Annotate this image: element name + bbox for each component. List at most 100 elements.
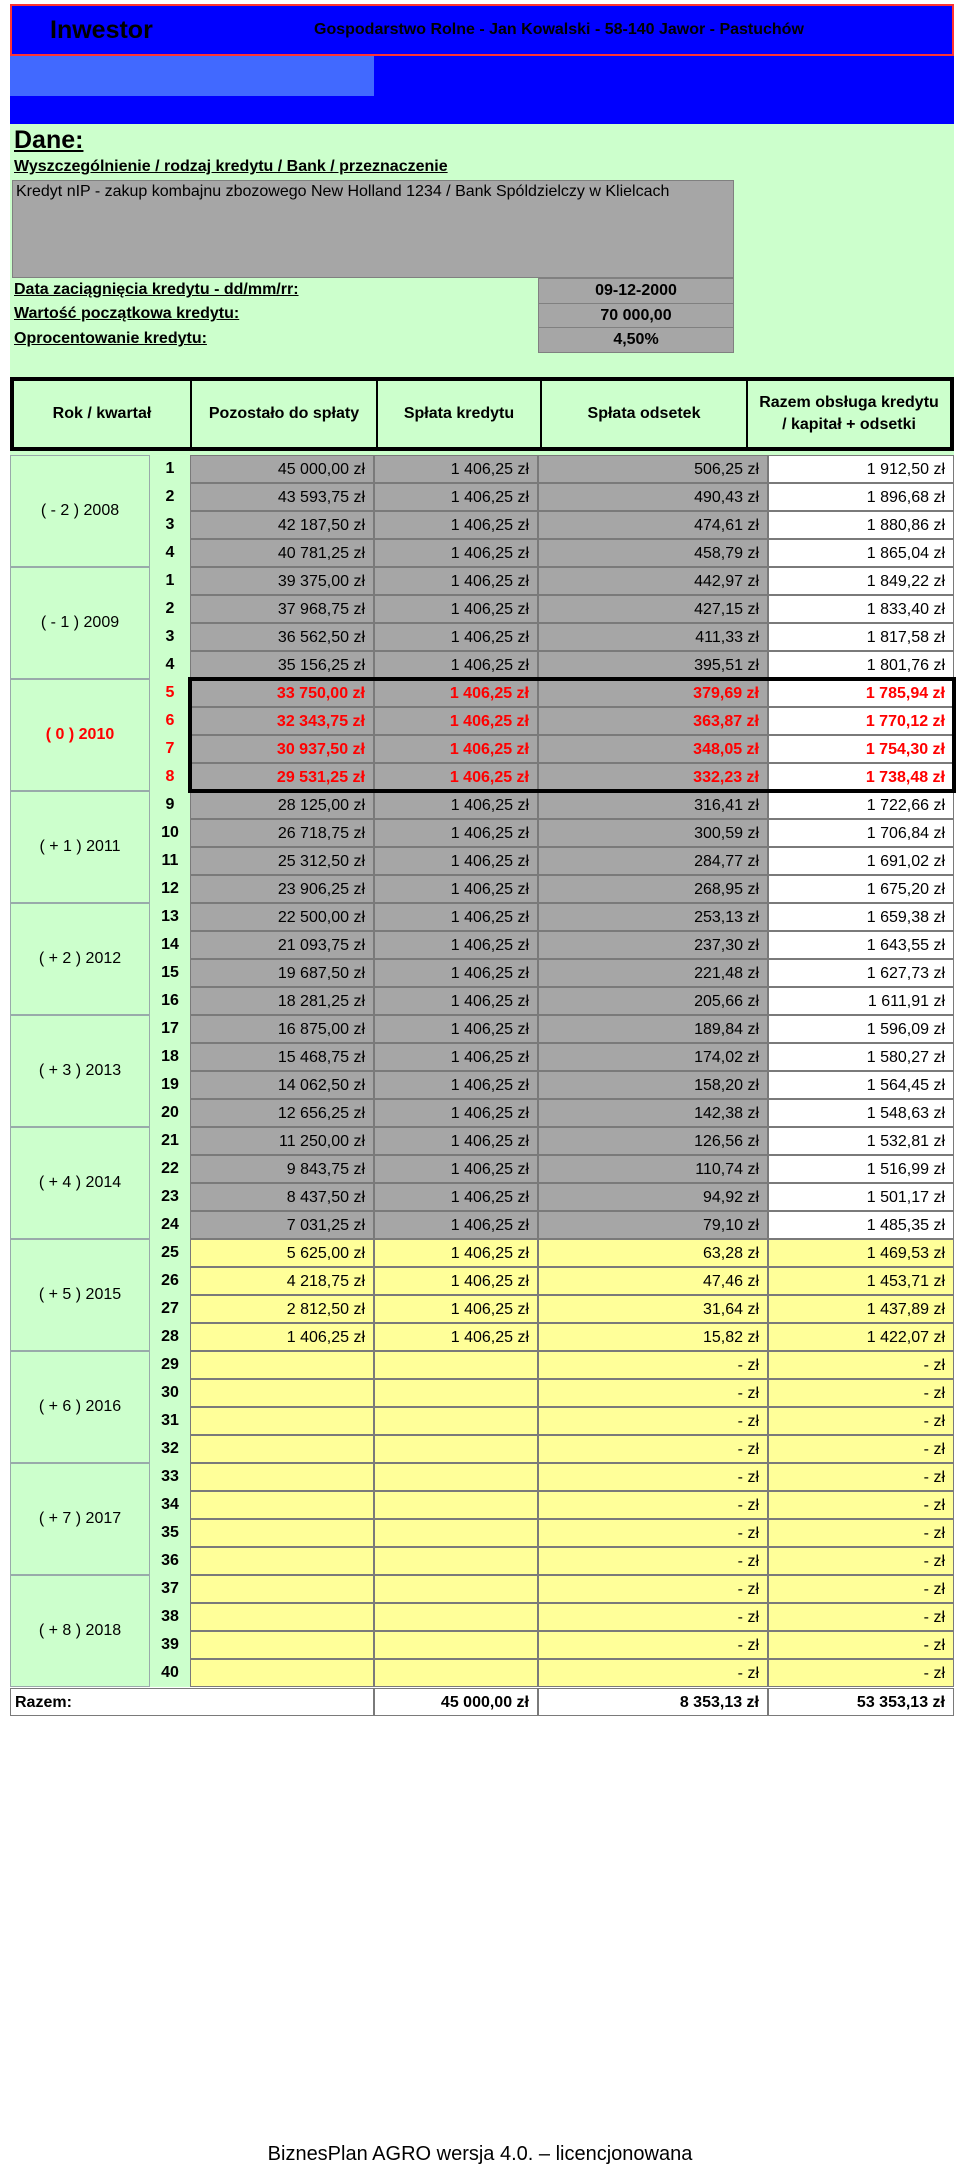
principal-cell (374, 1407, 538, 1435)
total-cell: 1 754,30 zł (768, 735, 954, 763)
total-cell: - zł (768, 1379, 954, 1407)
principal-cell: 1 406,25 zł (374, 1323, 538, 1351)
quarter-number: 8 (165, 768, 175, 785)
remaining-cell (190, 1351, 374, 1379)
interest-cell: 411,33 zł (538, 623, 768, 651)
principal-cell (374, 1379, 538, 1407)
interest-cell: - zł (538, 1659, 768, 1687)
quarter-number: 22 (161, 1160, 179, 1177)
remaining-cell: 32 343,75 zł (190, 707, 374, 735)
date-value[interactable]: 09-12-2000 (538, 278, 734, 304)
total-cell: 1 485,35 zł (768, 1211, 954, 1239)
total-cell: 1 596,09 zł (768, 1015, 954, 1043)
interest-cell: 284,77 zł (538, 847, 768, 875)
table-header: Rok / kwartał Pozostało do spłaty Spłata… (10, 377, 954, 451)
principal-cell: 1 406,25 zł (374, 791, 538, 819)
remaining-cell: 18 281,25 zł (190, 987, 374, 1015)
principal-cell: 1 406,25 zł (374, 1015, 538, 1043)
interest-cell: - zł (538, 1631, 768, 1659)
year-label: ( - 1 ) 2009 (10, 567, 150, 679)
remaining-cell: 5 625,00 zł (190, 1239, 374, 1267)
year-label: ( - 2 ) 2008 (10, 455, 150, 567)
quarter-number: 17 (161, 1020, 179, 1037)
interest-cell: - zł (538, 1547, 768, 1575)
principal-cell: 1 406,25 zł (374, 1295, 538, 1323)
total-cell: 1 801,76 zł (768, 651, 954, 679)
principal-cell: 1 406,25 zł (374, 763, 538, 791)
interest-cell: - zł (538, 1407, 768, 1435)
quarter-number: 31 (161, 1412, 179, 1429)
remaining-cell: 30 937,50 zł (190, 735, 374, 763)
total-cell: 1 880,86 zł (768, 511, 954, 539)
principal-cell (374, 1491, 538, 1519)
interest-cell: 490,43 zł (538, 483, 768, 511)
principal-cell: 1 406,25 zł (374, 735, 538, 763)
remaining-cell: 23 906,25 zł (190, 875, 374, 903)
rate-label: Oprocentowanie kredytu: (14, 330, 207, 347)
quarter-number: 12 (161, 880, 179, 897)
remaining-cell: 42 187,50 zł (190, 511, 374, 539)
quarter-number: 6 (165, 712, 175, 729)
interest-cell: 174,02 zł (538, 1043, 768, 1071)
year-label: ( + 7 ) 2017 (10, 1463, 150, 1575)
total-cell: 1 611,91 zł (768, 987, 954, 1015)
total-cell: 1 469,53 zł (768, 1239, 954, 1267)
total-cell: 1 817,58 zł (768, 623, 954, 651)
total-cell: 1 516,99 zł (768, 1155, 954, 1183)
principal-cell: 1 406,25 zł (374, 931, 538, 959)
principal-cell: 1 406,25 zł (374, 819, 538, 847)
footer-text: BiznesPlan AGRO wersja 4.0. – licencjono… (267, 2143, 693, 2165)
total-cell: - zł (768, 1435, 954, 1463)
interest-cell: 379,69 zł (538, 679, 768, 707)
quarter-number: 16 (161, 992, 179, 1009)
interest-cell: 237,30 zł (538, 931, 768, 959)
interest-cell: 15,82 zł (538, 1323, 768, 1351)
remaining-cell: 43 593,75 zł (190, 483, 374, 511)
remaining-cell: 22 500,00 zł (190, 903, 374, 931)
principal-cell: 1 406,25 zł (374, 1267, 538, 1295)
quarter-number: 1 (165, 460, 175, 477)
remaining-cell: 26 718,75 zł (190, 819, 374, 847)
remaining-cell: 37 968,75 zł (190, 595, 374, 623)
remaining-cell (190, 1631, 374, 1659)
total-cell: 1 785,94 zł (768, 679, 954, 707)
principal-cell: 1 406,25 zł (374, 1211, 538, 1239)
amount-value[interactable]: 70 000,00 (538, 303, 734, 329)
rate-value[interactable]: 4,50% (538, 327, 734, 353)
quarter-number: 26 (161, 1272, 179, 1289)
principal-cell: 1 406,25 zł (374, 595, 538, 623)
quarter-number: 2 (165, 488, 175, 505)
total-cell: 1 912,50 zł (768, 455, 954, 483)
remaining-cell: 21 093,75 zł (190, 931, 374, 959)
interest-cell: 506,25 zł (538, 455, 768, 483)
total-cell: 1 691,02 zł (768, 847, 954, 875)
remaining-cell: 45 000,00 zł (190, 455, 374, 483)
quarter-number: 40 (161, 1664, 179, 1681)
remaining-cell (190, 1575, 374, 1603)
quarter-number: 23 (161, 1188, 179, 1205)
remaining-cell (190, 1463, 374, 1491)
interest-cell: 427,15 zł (538, 595, 768, 623)
total-cell: - zł (768, 1351, 954, 1379)
quarter-number: 29 (161, 1356, 179, 1373)
total-cell: 1 453,71 zł (768, 1267, 954, 1295)
total-cell: 1 659,38 zł (768, 903, 954, 931)
principal-cell: 1 406,25 zł (374, 539, 538, 567)
interest-cell: 79,10 zł (538, 1211, 768, 1239)
interest-cell: - zł (538, 1491, 768, 1519)
principal-cell (374, 1519, 538, 1547)
interest-cell: 458,79 zł (538, 539, 768, 567)
quarter-number: 9 (165, 796, 175, 813)
interest-cell: 363,87 zł (538, 707, 768, 735)
remaining-cell (190, 1435, 374, 1463)
interest-cell: 158,20 zł (538, 1071, 768, 1099)
interest-cell: 395,51 zł (538, 651, 768, 679)
year-label: ( 0 ) 2010 (10, 679, 150, 791)
remaining-cell: 12 656,25 zł (190, 1099, 374, 1127)
quarter-number: 10 (161, 824, 179, 841)
remaining-cell (190, 1547, 374, 1575)
principal-cell: 1 406,25 zł (374, 987, 538, 1015)
spec-value[interactable]: Kredyt nIP - zakup kombajnu zbozowego Ne… (12, 180, 734, 278)
quarter-number: 34 (161, 1496, 179, 1513)
quarter-number: 4 (165, 544, 175, 561)
